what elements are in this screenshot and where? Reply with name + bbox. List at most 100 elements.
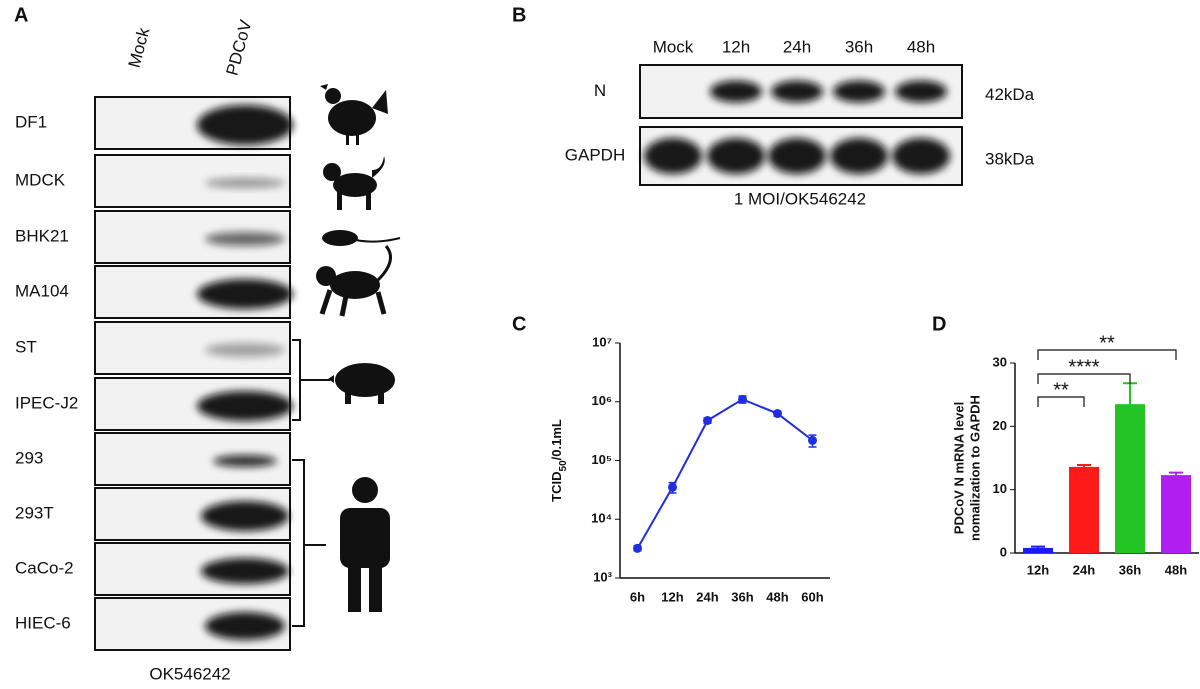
blot-band [644,138,702,174]
human-icon [340,477,390,612]
x-tick-label: 24h [1073,562,1095,577]
panel-label: B [512,4,526,26]
y-axis-label: nomalization to GAPDH [967,395,982,541]
point [703,415,712,425]
blot-band [710,80,762,103]
bar [1161,475,1191,553]
x-tick-label: 36h [731,589,753,604]
bracket [292,339,330,421]
point [633,543,642,553]
x-tick-label: 60h [801,589,823,604]
significance-bracket [1037,396,1085,407]
column-label: 12h [722,37,750,56]
row-label: CaCo-2 [15,558,74,577]
point [773,409,782,419]
blot-band [197,279,293,309]
footer: OK546242 [149,664,230,683]
dog-icon [323,156,385,210]
line [636,398,814,549]
point [738,394,747,404]
x-tick-label: 36h [1119,562,1141,577]
panel-label: A [14,4,28,26]
bar [1069,466,1099,553]
pig-icon [328,363,395,404]
bracket [292,459,326,627]
y-tick-label: 0 [1000,544,1007,559]
x-tick-label: 48h [1165,562,1187,577]
significance-bracket [1037,349,1177,360]
blot-band [205,343,285,357]
column-label: 48h [907,37,935,56]
row-label: IPEC-J2 [15,393,78,412]
significance-label: **** [1068,356,1099,378]
y-tick-label: 20 [993,418,1007,433]
panel-label: C [512,313,526,335]
blot-band [205,612,285,640]
row-label: BHK21 [15,226,69,245]
blot-band [201,558,289,584]
size-label: 38kDa [985,149,1035,168]
y-tick-label: 10⁵ [591,452,612,467]
blot-band [213,455,277,467]
footer: 1 MOI/OK546242 [734,189,866,208]
column-label: Mock [653,37,694,56]
y-tick-label: 10⁶ [592,393,612,408]
y-axis-label: TCID50/0.1mL [549,419,569,502]
column-label: 36h [845,37,873,56]
point [808,435,817,445]
blot-band [197,391,293,421]
y-label-part: /0.1mL [549,419,564,460]
blot-band [895,80,947,103]
error-bar [1123,382,1137,405]
row-label: MDCK [15,170,66,189]
row-label: GAPDH [565,145,625,164]
x-tick-label: 6h [630,589,645,604]
row-label: DF1 [15,112,47,131]
y-tick-label: 10 [993,481,1007,496]
bar [1115,404,1145,553]
x-tick-label: 24h [696,589,718,604]
y-label-part: TCID [549,471,564,501]
row-label: 293T [15,503,54,522]
blot-band [205,178,285,188]
x-tick-label: 48h [766,589,788,604]
blot-band [892,138,950,174]
blot-band [768,138,826,174]
mouse-icon [322,230,401,246]
y-label-part: 50 [558,460,569,472]
chicken-icon [320,84,388,145]
row-label: ST [15,337,37,356]
column-label: PDCoV [223,17,256,77]
icons [292,84,401,627]
y-axis-label: PDCoV N mRNA level [951,402,966,534]
blot-band [201,501,289,531]
row-label: 293 [15,448,43,467]
blot-band [197,105,293,145]
row-label: N [594,81,606,100]
row-label: MA104 [15,281,69,300]
monkey-icon [316,245,392,317]
error-bar [1169,471,1183,476]
blot-band [205,232,285,246]
bar [1023,547,1053,553]
significance-bracket [1037,373,1131,384]
y-tick-label: 10⁷ [592,334,612,349]
column-label: 24h [783,37,811,56]
panel-label: D [932,313,946,335]
blot-band [771,80,823,103]
column-label: Mock [125,25,154,70]
blot-band [707,138,765,174]
y-tick-label: 10⁴ [591,511,612,526]
row-label: HIEC-6 [15,613,71,632]
significance-label: ** [1053,379,1069,401]
y-tick-label: 30 [993,354,1007,369]
point [668,482,677,492]
x-tick-label: 12h [1027,562,1049,577]
size-label: 42kDa [985,85,1035,104]
x-tick-label: 12h [661,589,683,604]
significance-label: ** [1099,332,1115,354]
y-tick-label: 10³ [593,569,612,584]
blot-band [830,138,888,174]
error-bar [1031,545,1045,548]
